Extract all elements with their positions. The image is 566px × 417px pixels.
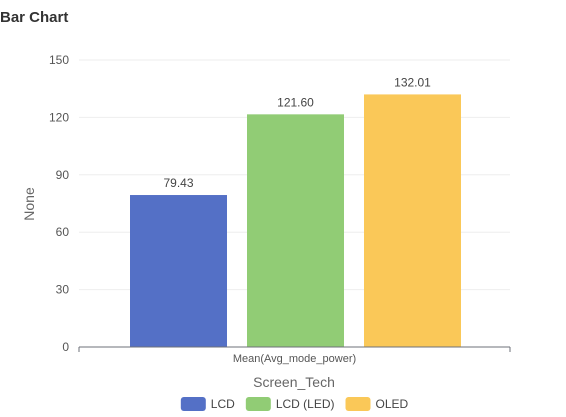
bar-lcd[interactable] (130, 195, 227, 347)
bar-oled[interactable] (364, 94, 461, 347)
bar-value-label: 79.43 (163, 176, 193, 190)
legend-label: LCD (211, 397, 235, 411)
y-tick-label: 90 (56, 168, 70, 182)
legend-item-lcd-led[interactable]: LCD (LED) (245, 397, 335, 411)
legend-swatch (245, 397, 271, 411)
y-tick-label: 120 (49, 110, 69, 124)
y-tick-label: 0 (62, 340, 69, 354)
chart-title: Bar Chart (0, 9, 69, 26)
y-tick-label: 30 (56, 283, 70, 297)
x-category-label: Mean(Avg_mode_power) (233, 353, 356, 365)
bar-value-label: 121.60 (277, 95, 314, 109)
y-tick-label: 60 (56, 225, 70, 239)
legend-swatch (180, 397, 206, 411)
y-axis: 0 30 60 90 120 150 (49, 53, 69, 354)
legend-label: OLED (376, 397, 409, 411)
x-axis: Mean(Avg_mode_power) (78, 346, 511, 365)
legend-item-oled[interactable]: OLED (345, 397, 409, 411)
legend-label: LCD (LED) (276, 397, 335, 411)
y-axis-title: None (21, 187, 37, 221)
bar-lcd-led[interactable] (247, 114, 344, 347)
legend-item-lcd[interactable]: LCD (180, 397, 235, 411)
bars: 79.43 121.60 132.01 (130, 75, 461, 347)
y-tick-label: 150 (49, 53, 69, 67)
legend: LCD LCD (LED) OLED (180, 397, 409, 411)
bar-value-label: 132.01 (394, 75, 431, 89)
x-axis-title: Screen_Tech (253, 374, 335, 390)
legend-swatch (345, 397, 371, 411)
